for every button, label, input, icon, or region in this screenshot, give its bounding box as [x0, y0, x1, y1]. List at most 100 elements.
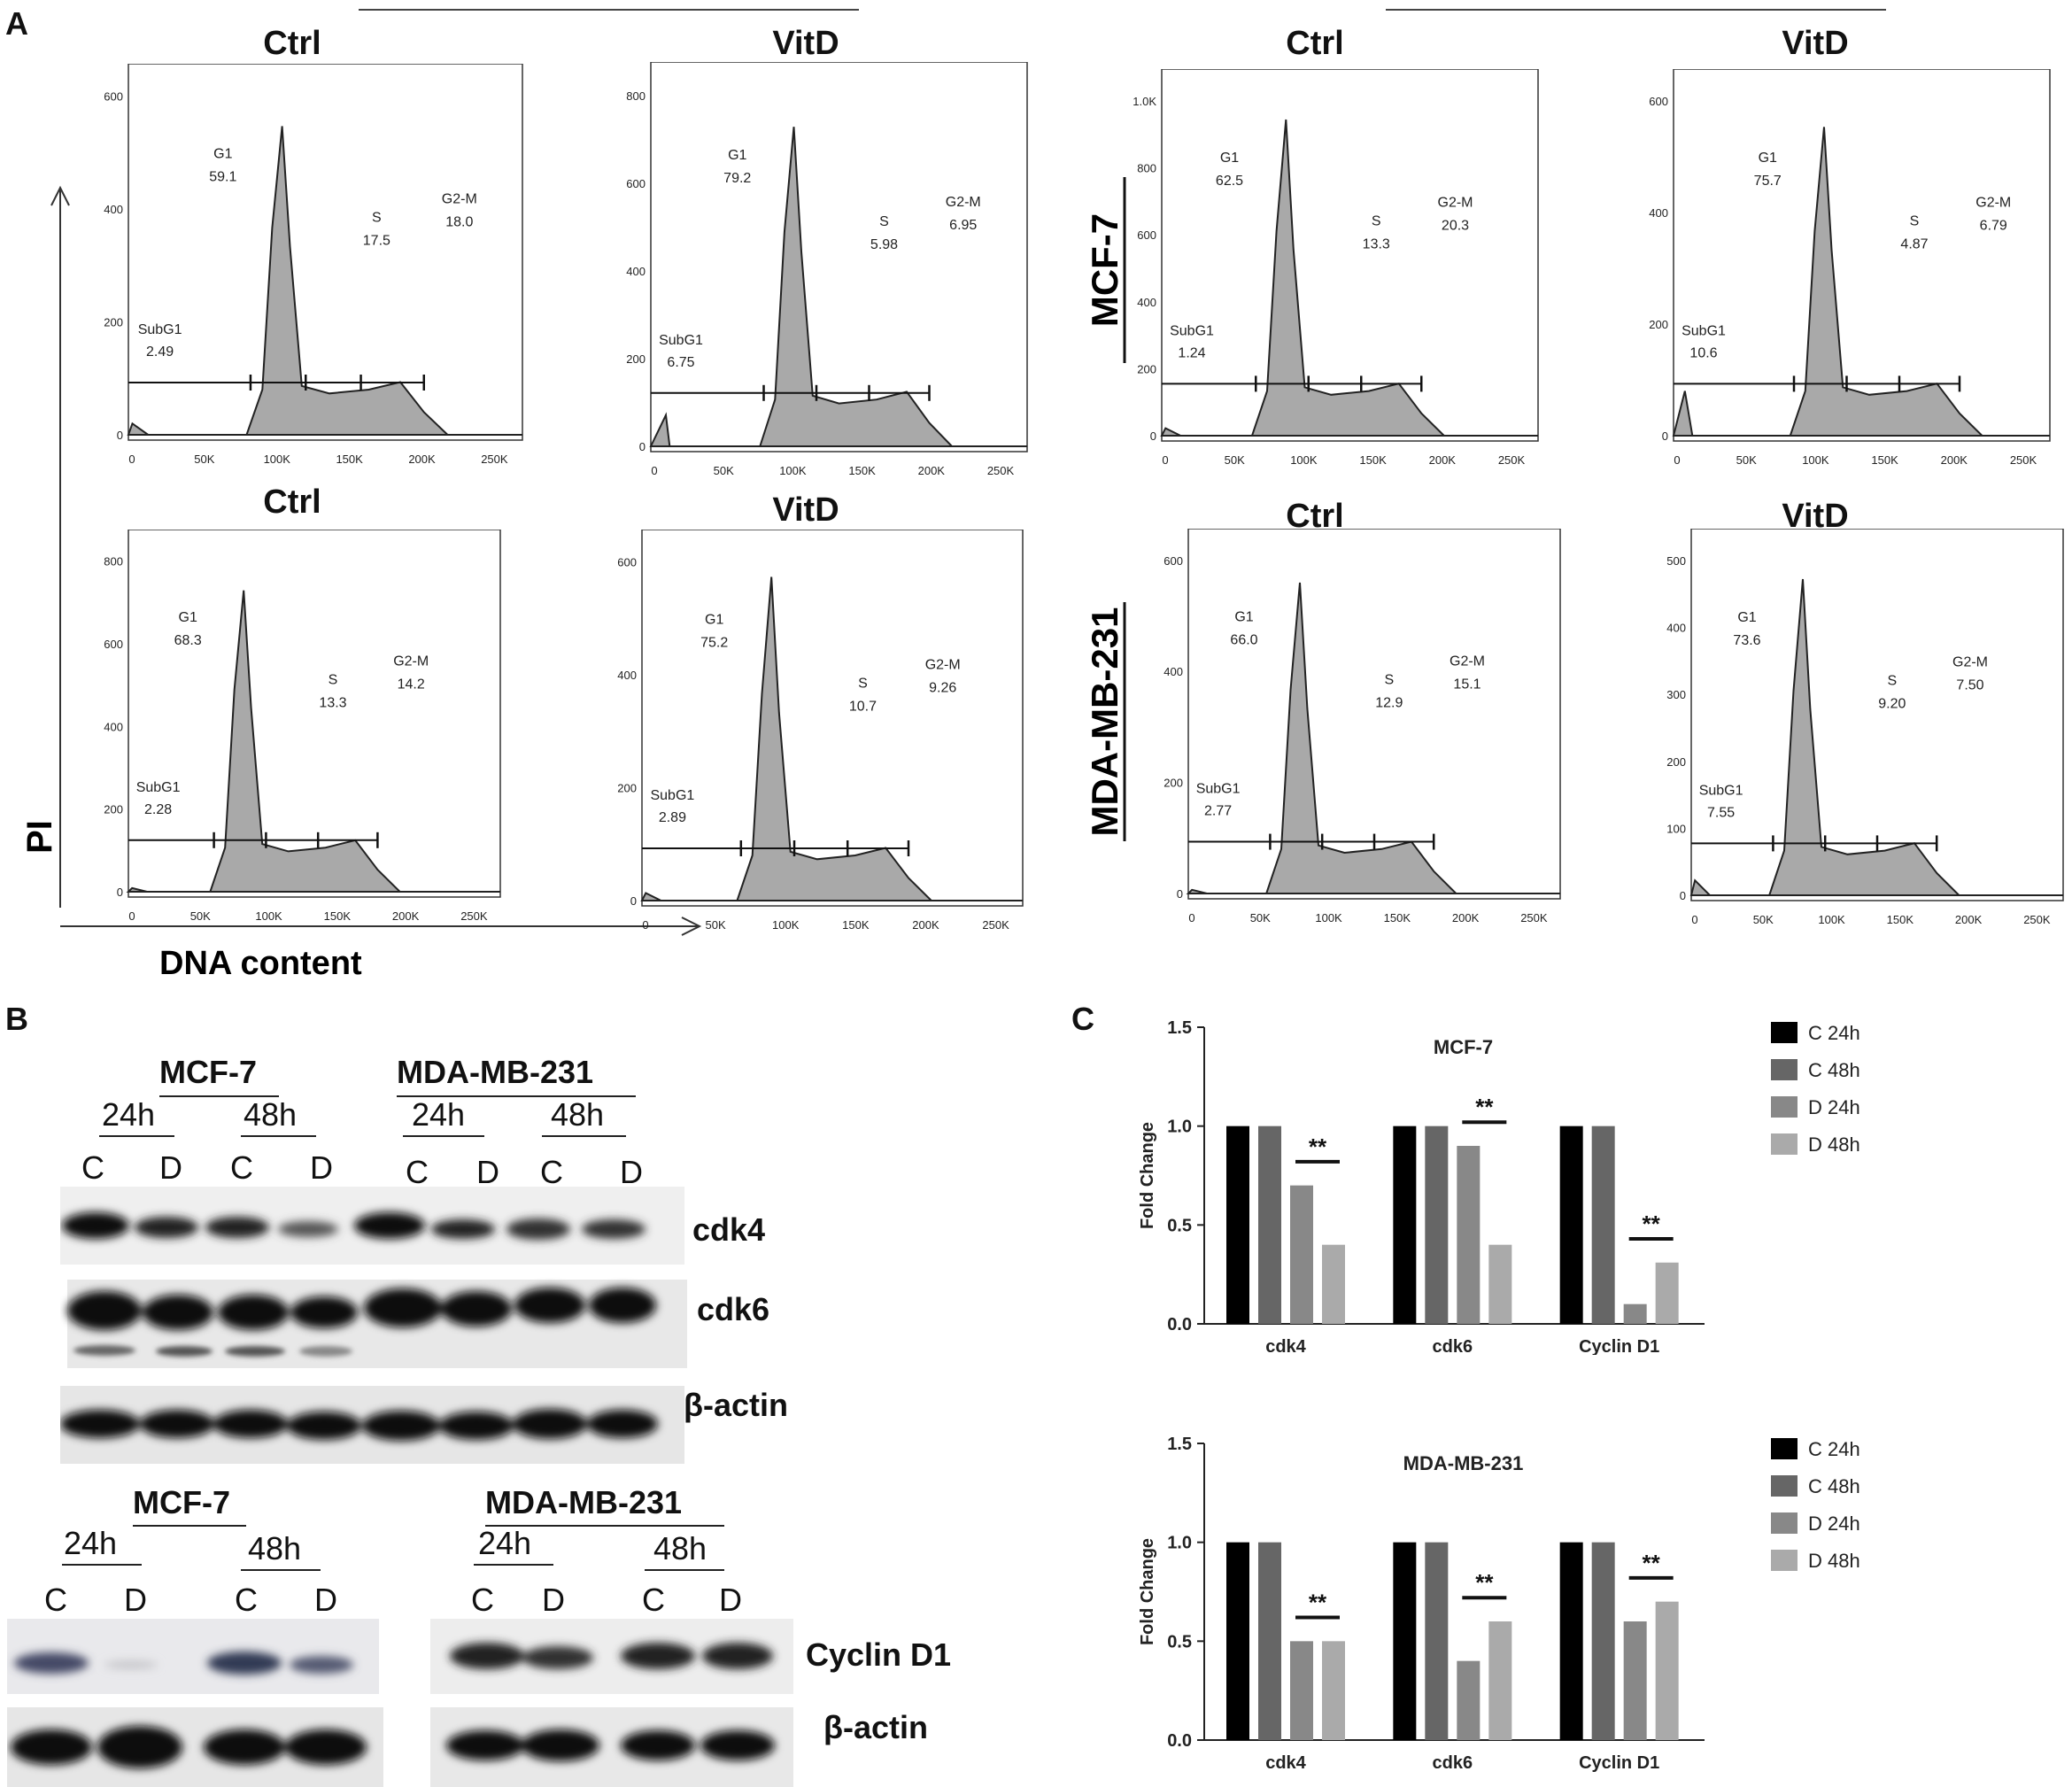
gate-value-s: 12.9	[1375, 696, 1403, 711]
significance-marker: **	[1475, 1569, 1494, 1596]
histogram-5: 0 200 400 600 800 0 50K 100K 150K 200K 250K SubG1 2.…	[104, 530, 501, 923]
x-tick-label: 250K	[982, 918, 1009, 932]
y-tick-label: 200	[104, 803, 123, 816]
blot-top-group1: MCF-7	[159, 1054, 257, 1090]
gate-value-g2m: 14.2	[398, 677, 425, 692]
x-tick-label: 100K	[1818, 913, 1845, 926]
y-tick-label: 800	[1137, 162, 1156, 175]
bar-cyclin-d1-c-48h	[1591, 1126, 1615, 1324]
bar-x-tick-label: cdk4	[1265, 1753, 1306, 1773]
blot-bottom-lane-2: D	[124, 1582, 147, 1618]
row-label-mdamb231: MDA-MB-231	[1084, 607, 1125, 836]
y-tick-label: 200	[1649, 318, 1668, 331]
panel-letter-a: A	[5, 5, 28, 42]
x-tick-label: 200K	[1452, 911, 1480, 924]
y-tick-label: 200	[1164, 777, 1183, 790]
blot-bottom-lane-1: C	[44, 1582, 67, 1618]
bar-cdk4-c-24h	[1226, 1126, 1249, 1324]
gate-label-s: S	[1910, 213, 1920, 228]
blot-bottom-time-4: 48h	[653, 1530, 707, 1567]
y-tick-label: 300	[1666, 688, 1686, 701]
significance-marker: **	[1643, 1550, 1661, 1576]
y-tick-label: 0	[1680, 889, 1686, 902]
bar-y-tick-label: 0.0	[1167, 1315, 1192, 1334]
x-tick-label: 200K	[408, 453, 436, 466]
bar-chart-title: MDA-MB-231	[1403, 1452, 1524, 1474]
blot-bottom-time-3: 24h	[478, 1525, 532, 1561]
y-tick-label: 600	[617, 556, 637, 569]
x-tick-label: 0	[651, 464, 657, 477]
group-line-right	[1386, 9, 1886, 11]
gate-label-g1: G1	[705, 612, 723, 627]
blot-top-lane-3: C	[230, 1149, 253, 1186]
blot-bottom-protein-1: Cyclin D1	[806, 1636, 952, 1673]
bar-x-tick-label: Cyclin D1	[1579, 1337, 1659, 1355]
x-tick-label: 100K	[779, 464, 807, 477]
gate-label-s: S	[1372, 213, 1381, 228]
y-tick-label: 0	[117, 429, 123, 442]
x-tick-label: 100K	[1802, 453, 1829, 467]
gate-value-g2m: 6.95	[949, 218, 977, 233]
gate-label-g2m: G2-M	[1438, 195, 1473, 210]
gate-value-s: 17.5	[363, 234, 390, 249]
y-tick-label: 0	[117, 886, 123, 899]
legend-swatch	[1771, 1059, 1798, 1080]
blot-bottom-group2: MDA-MB-231	[485, 1484, 683, 1520]
x-tick-label: 250K	[2023, 913, 2051, 926]
y-tick-label: 200	[1666, 755, 1686, 769]
legend-label: C 48h	[1808, 1059, 1860, 1081]
legend-label: C 24h	[1808, 1438, 1860, 1460]
gate-label-g1: G1	[728, 148, 746, 163]
blot-bottom-lane-4: D	[314, 1582, 337, 1618]
bar-cdk4-d-24h	[1290, 1641, 1313, 1740]
gate-label-subg1: SubG1	[650, 788, 694, 803]
gate-label-g2m: G2-M	[442, 191, 477, 206]
gate-value-g2m: 15.1	[1453, 677, 1481, 692]
bar-cdk6-c-24h	[1393, 1542, 1417, 1740]
x-tick-label: 150K	[1887, 913, 1914, 926]
y-tick-label: 0	[1662, 429, 1668, 443]
blot-bottom-lane-5: C	[471, 1582, 494, 1618]
blot-top-lane-6: D	[476, 1154, 499, 1190]
bar-cyclin-d1-d-48h	[1655, 1262, 1679, 1324]
gate-value-s: 9.20	[1878, 696, 1906, 711]
histogram-4: 0 200 400 600 0 50K 100K 150K 200K 250K SubG1 10.6 G…	[1649, 69, 2051, 467]
gate-value-s: 13.3	[319, 695, 346, 710]
significance-marker: **	[1309, 1590, 1327, 1616]
x-tick-label: 100K	[255, 909, 282, 923]
legend-swatch	[1771, 1475, 1798, 1497]
gate-label-g1: G1	[179, 610, 197, 625]
significance-marker: **	[1475, 1094, 1494, 1120]
x-tick-label: 0	[1188, 911, 1194, 924]
blot-top-lane-4: D	[310, 1149, 333, 1186]
x-tick-label: 50K	[194, 453, 214, 466]
blot-top-lane-2: D	[159, 1149, 182, 1186]
blot-bottom-lane-7: C	[642, 1582, 665, 1618]
blot-bottom-time-1: 24h	[64, 1525, 118, 1561]
blot-top-time-1: 24h	[102, 1096, 156, 1133]
x-tick-label: 0	[128, 453, 135, 466]
y-tick-label: 400	[626, 265, 646, 278]
gate-label-subg1: SubG1	[1682, 323, 1726, 338]
gate-label-subg1: SubG1	[138, 322, 182, 337]
y-tick-label: 600	[626, 177, 646, 190]
x-tick-label: 250K	[987, 464, 1015, 477]
y-tick-label: 600	[104, 90, 123, 104]
x-tick-label: 250K	[481, 453, 508, 466]
histogram-1: 0 200 400 600 0 50K 100K 150K 200K 250K SubG1 2.49 G…	[104, 64, 523, 466]
histogram-title-3: Ctrl	[1286, 25, 1344, 62]
legend-label: D 48h	[1808, 1133, 1860, 1156]
bar-y-tick-label: 1.0	[1167, 1118, 1192, 1137]
legend-swatch	[1771, 1096, 1798, 1118]
bar-cyclin-d1-c-24h	[1559, 1542, 1583, 1740]
legend-swatch	[1771, 1438, 1798, 1459]
gate-label-g2m: G2-M	[946, 195, 981, 210]
row-label-mcf7: MCF-7	[1084, 213, 1125, 327]
y-tick-label: 600	[104, 638, 123, 651]
x-tick-label: 100K	[1315, 911, 1342, 924]
bar-cdk6-d-24h	[1457, 1146, 1481, 1324]
legend-label: D 48h	[1808, 1550, 1860, 1572]
y-axis-pi-label: PI	[20, 820, 59, 854]
gate-label-g2m: G2-M	[1952, 654, 1988, 669]
gate-value-g2m: 9.26	[929, 680, 956, 695]
